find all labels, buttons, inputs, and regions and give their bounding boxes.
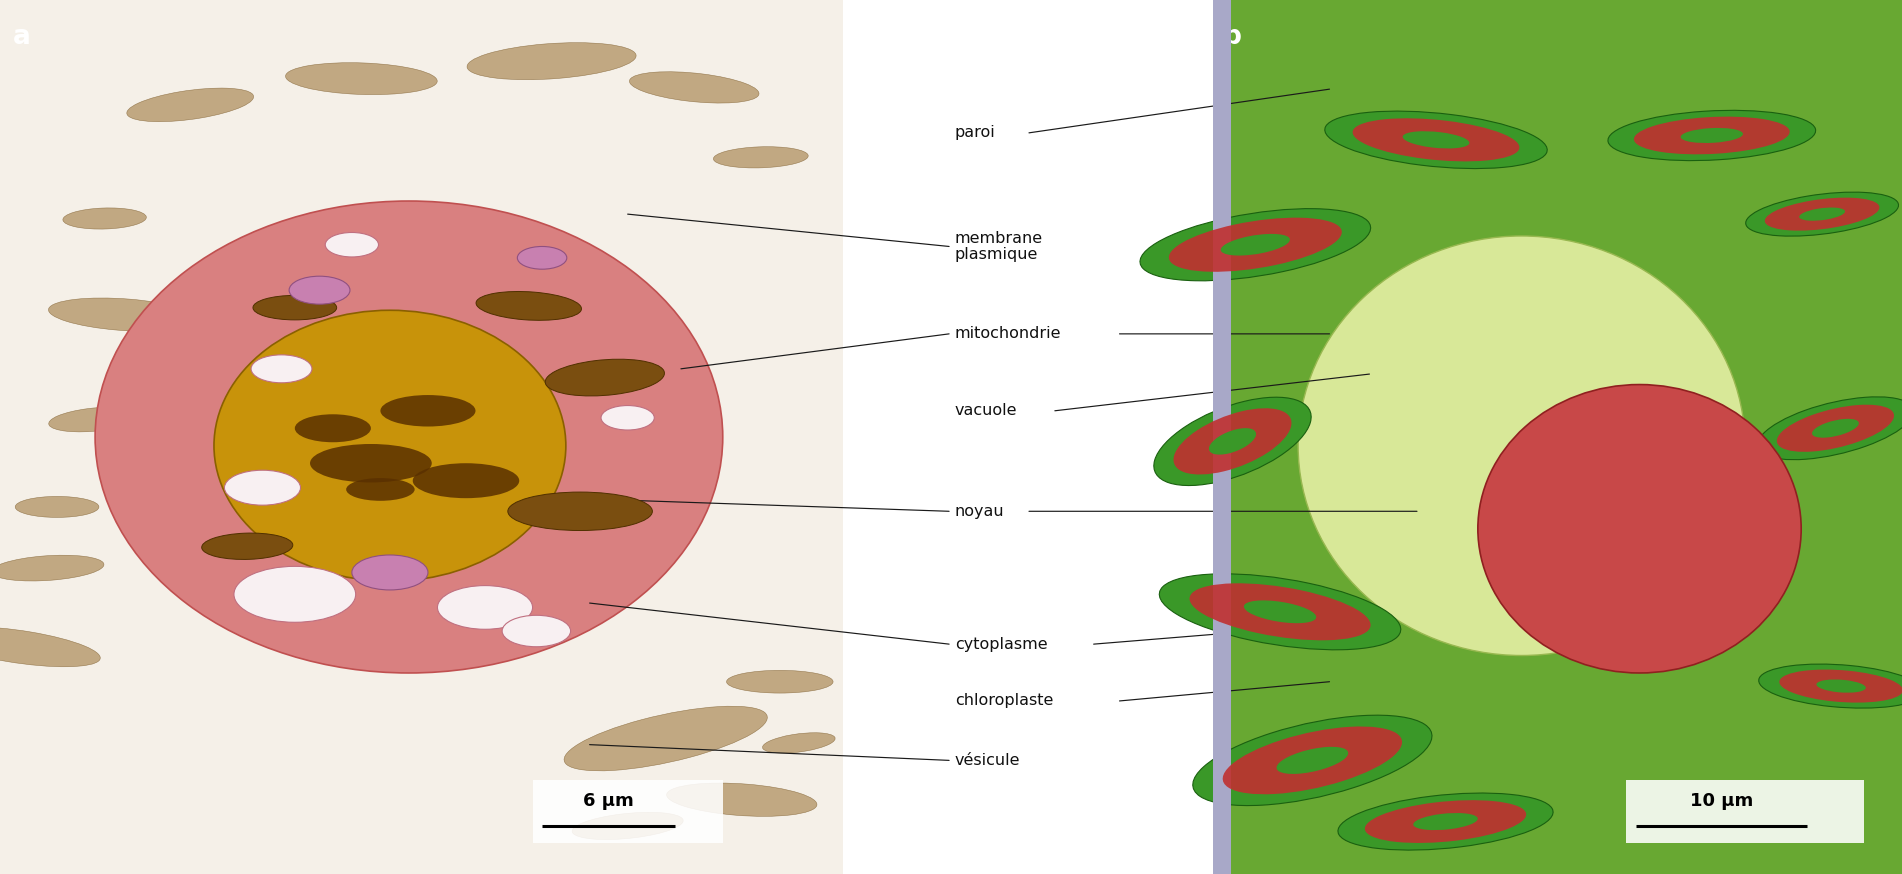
Ellipse shape (1223, 726, 1402, 794)
Text: 10 μm: 10 μm (1689, 792, 1754, 810)
Ellipse shape (1780, 669, 1902, 703)
Circle shape (325, 232, 378, 257)
Ellipse shape (1757, 397, 1902, 460)
Ellipse shape (713, 147, 808, 168)
Ellipse shape (1174, 408, 1291, 475)
Ellipse shape (763, 732, 835, 753)
Circle shape (289, 276, 350, 304)
Text: paroi: paroi (955, 125, 995, 141)
Ellipse shape (0, 555, 105, 581)
Circle shape (601, 406, 654, 430)
Text: mitochondrie: mitochondrie (955, 326, 1061, 342)
Ellipse shape (346, 478, 415, 501)
Text: noyau: noyau (955, 503, 1004, 519)
Circle shape (224, 470, 301, 505)
Text: a: a (13, 24, 30, 51)
Ellipse shape (1326, 111, 1546, 169)
Ellipse shape (727, 670, 833, 693)
Ellipse shape (565, 706, 767, 771)
Ellipse shape (202, 533, 293, 559)
Ellipse shape (310, 444, 432, 482)
Circle shape (352, 555, 428, 590)
Ellipse shape (1276, 746, 1349, 774)
Ellipse shape (508, 492, 652, 531)
Ellipse shape (1746, 192, 1898, 236)
FancyBboxPatch shape (1213, 0, 1902, 874)
Text: cytoplasme: cytoplasme (955, 636, 1048, 652)
Ellipse shape (1607, 110, 1816, 161)
Ellipse shape (1816, 679, 1866, 693)
Text: vacuole: vacuole (955, 403, 1018, 419)
Text: membrane
plasmique: membrane plasmique (955, 231, 1042, 262)
Text: 6 μm: 6 μm (584, 792, 633, 810)
Circle shape (517, 246, 567, 269)
Ellipse shape (1337, 793, 1554, 850)
Ellipse shape (1139, 209, 1371, 281)
Ellipse shape (1366, 801, 1525, 843)
Ellipse shape (1813, 419, 1858, 438)
Ellipse shape (49, 407, 141, 432)
Ellipse shape (1413, 813, 1478, 830)
FancyBboxPatch shape (1626, 780, 1864, 843)
Ellipse shape (1402, 131, 1470, 149)
Ellipse shape (1634, 116, 1790, 155)
Ellipse shape (666, 783, 818, 816)
Circle shape (502, 615, 571, 647)
Circle shape (234, 566, 356, 622)
Text: b: b (1223, 24, 1242, 51)
Ellipse shape (1478, 385, 1801, 673)
Ellipse shape (15, 496, 99, 517)
Text: chloroplaste: chloroplaste (955, 693, 1054, 709)
Ellipse shape (1299, 236, 1746, 656)
Ellipse shape (1765, 198, 1879, 231)
Ellipse shape (1244, 600, 1316, 623)
FancyBboxPatch shape (843, 0, 1213, 874)
Ellipse shape (1681, 128, 1742, 143)
Ellipse shape (63, 208, 146, 229)
FancyBboxPatch shape (0, 0, 843, 874)
Ellipse shape (413, 463, 519, 498)
Ellipse shape (380, 395, 476, 427)
Ellipse shape (48, 298, 200, 331)
Ellipse shape (253, 295, 337, 320)
Ellipse shape (1776, 405, 1894, 452)
Ellipse shape (0, 627, 101, 667)
Ellipse shape (1193, 715, 1432, 806)
Ellipse shape (1799, 207, 1845, 221)
Ellipse shape (546, 359, 664, 396)
Ellipse shape (95, 201, 723, 673)
Ellipse shape (1759, 664, 1902, 708)
Ellipse shape (1170, 218, 1341, 272)
Circle shape (437, 586, 533, 629)
Ellipse shape (1155, 397, 1310, 486)
Ellipse shape (1221, 234, 1290, 255)
FancyBboxPatch shape (1213, 0, 1231, 874)
Ellipse shape (127, 88, 253, 121)
Ellipse shape (1189, 583, 1371, 641)
Ellipse shape (476, 292, 582, 320)
Ellipse shape (630, 72, 759, 103)
FancyBboxPatch shape (533, 780, 723, 843)
Circle shape (251, 355, 312, 383)
Ellipse shape (1210, 428, 1255, 454)
Ellipse shape (1352, 118, 1520, 162)
Ellipse shape (573, 812, 683, 840)
Ellipse shape (213, 310, 567, 581)
Text: vésicule: vésicule (955, 753, 1019, 768)
Ellipse shape (295, 414, 371, 442)
Ellipse shape (285, 63, 437, 94)
Ellipse shape (468, 43, 635, 80)
Ellipse shape (1160, 574, 1400, 649)
